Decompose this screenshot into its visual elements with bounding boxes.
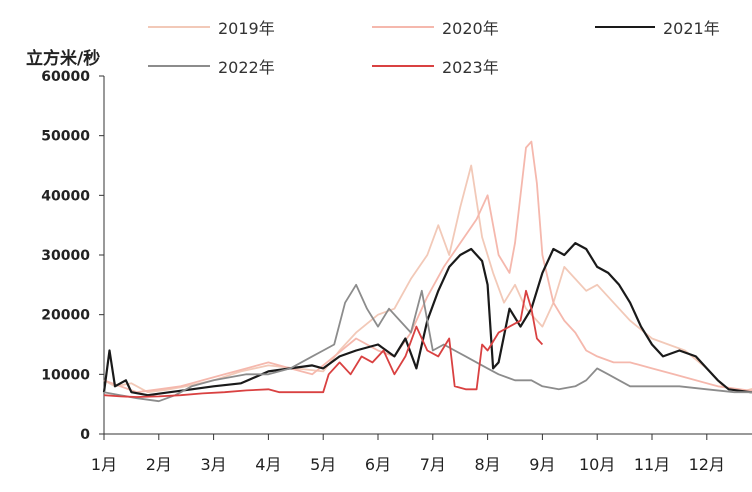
series-line-2019: [103, 164, 752, 394]
x-tick-label: 1月: [91, 455, 117, 474]
legend-label-2022: 2022年: [218, 58, 275, 77]
x-tick-label: 7月: [420, 455, 446, 474]
legend-swatch-2021: [595, 25, 655, 29]
legend-swatch-2023: [372, 65, 434, 67]
y-tick-label: 20000: [41, 308, 90, 324]
x-tick-label: 2月: [146, 455, 172, 474]
legend-item-2023: 2023年: [372, 56, 499, 77]
legend-item-2021: 2021年: [595, 17, 720, 38]
x-tick-label: 9月: [529, 455, 555, 474]
legend-swatch-2020: [372, 26, 434, 28]
x-tick-label: 10月: [579, 455, 615, 474]
y-tick-label: 40000: [41, 188, 90, 204]
legend-swatch-2019: [148, 26, 210, 28]
y-tick-label: 0: [80, 427, 90, 443]
legend-label-2021: 2021年: [663, 19, 720, 38]
y-tick-label: 10000: [41, 367, 90, 383]
legend-swatch-2022: [148, 65, 210, 67]
legend-label-2023: 2023年: [442, 58, 499, 77]
legend-label-2019: 2019年: [218, 19, 275, 38]
legend-item-2019: 2019年: [148, 17, 275, 38]
legend-item-2020: 2020年: [372, 17, 499, 38]
x-tick-label: 6月: [365, 455, 391, 474]
y-tick-label: 60000: [41, 69, 90, 85]
series-line-2023: [103, 289, 544, 398]
x-tick-label: 12月: [689, 455, 725, 474]
series-line-2022: [103, 283, 752, 403]
y-axis-unit-label: 立方米/秒: [26, 49, 101, 69]
x-tick-label: 5月: [310, 455, 336, 474]
series-line-2021: [102, 242, 752, 397]
legend-item-2022: 2022年: [148, 56, 275, 77]
y-tick-label: 30000: [41, 248, 90, 264]
series-line-2020: [103, 140, 752, 394]
x-tick-label: 8月: [475, 455, 501, 474]
x-tick-label: 3月: [201, 455, 227, 474]
legend-label-2020: 2020年: [442, 19, 499, 38]
y-tick-label: 50000: [41, 129, 90, 145]
x-tick-label: 11月: [634, 455, 670, 474]
x-tick-label: 4月: [255, 455, 281, 474]
